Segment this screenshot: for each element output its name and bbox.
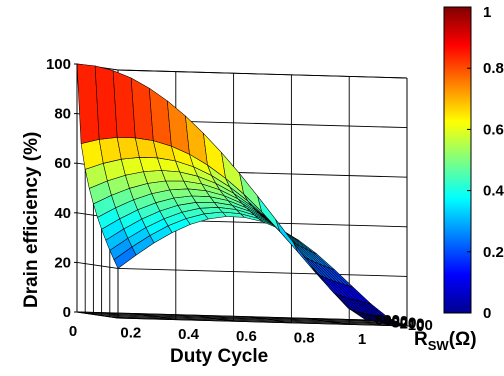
- floor-gridline: [117, 317, 408, 327]
- floor-gridline: [101, 315, 391, 325]
- x-axis-title: Duty Cycle: [170, 346, 268, 367]
- left-wall-gridline: [76, 261, 119, 269]
- rsw-tick-label: 400: [383, 313, 408, 330]
- colorbar-tick-label: 0.4: [483, 183, 504, 200]
- y-tick-label: 60: [54, 155, 71, 172]
- rsw-tick-label: 0: [416, 318, 424, 335]
- x-tick-label: 0.6: [236, 328, 257, 345]
- rsw-tick-label: 200: [400, 316, 425, 333]
- x-tick-label: 0.4: [178, 326, 200, 343]
- colorbar-tick-label: 1: [483, 4, 491, 21]
- rsw-label-sub: SW: [428, 338, 450, 353]
- floor-gridline: [308, 317, 350, 325]
- back-gridline-y: [117, 267, 408, 277]
- rsw-label-unit: (Ω): [449, 329, 477, 350]
- y-tick-label: 40: [54, 205, 71, 222]
- floor-gridline: [76, 311, 119, 319]
- back-gridline-y: [117, 69, 408, 79]
- x-tick-label: 1: [358, 331, 366, 348]
- floor-gridline: [109, 316, 399, 326]
- y-tick-labels: 0 20 40 60 80 100: [46, 56, 77, 321]
- colorbar-tick-label: 0.8: [483, 60, 504, 77]
- rsw-label-main: R: [414, 329, 428, 350]
- surface-mesh: [76, 63, 408, 327]
- x-tick-label: 0.2: [120, 325, 141, 342]
- x-tick-label: 0.8: [294, 329, 315, 346]
- colorbar-tick-label: 0.2: [483, 244, 504, 261]
- y-axis-title: Drain efficiency (%): [21, 132, 42, 308]
- rsw-tick-label: 100: [408, 317, 433, 334]
- y-tick-label: 0: [63, 304, 71, 321]
- floor-gridline: [250, 316, 292, 324]
- y-tick-label: 20: [54, 254, 71, 271]
- rsw-tick-label: 500: [375, 312, 400, 329]
- colorbar-tick-label: 0.6: [483, 121, 504, 138]
- rsw-tick-label: 300: [391, 314, 416, 331]
- colorbar-tick-labels: 0 0.2 0.4 0.6 0.8 1: [467, 4, 504, 322]
- rsw-axis-title: RSW(Ω): [414, 329, 477, 353]
- x-tick-labels: 0 0.2 0.4 0.6 0.8 1: [69, 323, 366, 348]
- floor-gridline: [93, 313, 383, 323]
- y-tick-label: 100: [46, 56, 71, 73]
- surface-facet: [275, 219, 299, 253]
- colorbar: [443, 6, 472, 314]
- x-tick-label: 0: [69, 323, 77, 340]
- floor-gridline: [85, 312, 375, 322]
- floor-gridline: [134, 313, 176, 321]
- y-tick-label: 80: [54, 106, 71, 123]
- floor-gridline: [192, 314, 234, 322]
- colorbar-tick-label: 0: [483, 305, 491, 322]
